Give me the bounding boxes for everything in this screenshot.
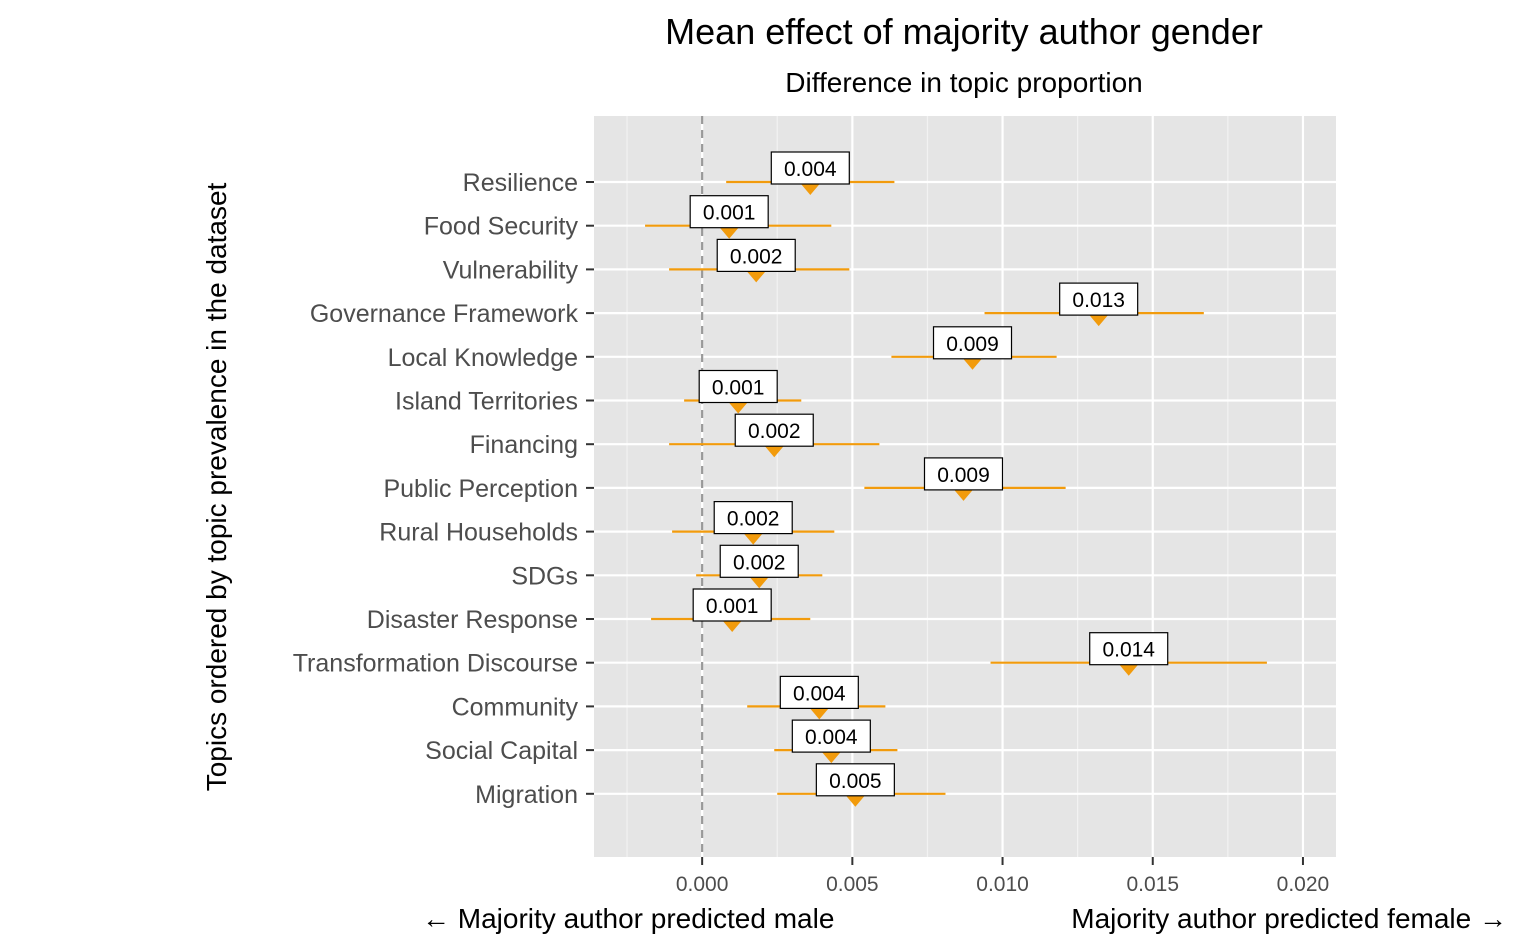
chart-title: Mean effect of majority author gender <box>665 11 1263 52</box>
y-tick-label: Community <box>452 693 579 721</box>
x-tick-label: 0.020 <box>1277 873 1330 896</box>
data-label-box <box>923 457 1004 491</box>
estimate-group: 0.002 <box>696 544 823 589</box>
data-label-box <box>1059 282 1139 316</box>
data-label-box <box>689 195 769 229</box>
estimate-marker <box>721 619 744 632</box>
estimate-marker <box>742 531 765 545</box>
y-tick-label: Public Perception <box>383 475 578 503</box>
data-label: 0.001 <box>706 595 759 618</box>
estimate-marker <box>1087 313 1110 327</box>
estimate-group: 0.001 <box>684 369 802 414</box>
data-label: 0.009 <box>946 333 999 356</box>
y-tick-label: SDGs <box>511 562 578 590</box>
y-axis-title: Topics ordered by topic prevalence in th… <box>201 182 232 791</box>
estimate-group: 0.001 <box>651 588 811 632</box>
y-tick-label: Transformation Discourse <box>293 650 578 678</box>
estimate-marker <box>820 750 843 764</box>
data-label: 0.005 <box>829 770 882 793</box>
data-label-box <box>734 413 814 447</box>
estimate-marker <box>799 182 822 195</box>
data-label: 0.001 <box>712 377 765 400</box>
estimate-group: 0.004 <box>774 719 898 764</box>
axes: Resilience Food Security Vulnerability Gove… <box>293 169 1330 896</box>
data-label-box <box>815 763 895 797</box>
x-tick-label: 0.010 <box>976 873 1029 896</box>
data-label: 0.004 <box>793 682 846 705</box>
estimate-group: 0.002 <box>672 501 835 545</box>
estimate-group: 0.009 <box>864 457 1066 501</box>
data-label: 0.014 <box>1102 639 1155 662</box>
estimate-marker <box>745 269 768 283</box>
x-axis-title-right: Majority author predicted female → <box>1071 903 1507 934</box>
y-tick-label: Vulnerability <box>443 256 579 284</box>
data-label: 0.004 <box>805 726 858 749</box>
estimate-group: 0.013 <box>984 282 1204 327</box>
y-tick-label: Rural Households <box>379 519 578 547</box>
data-label: 0.001 <box>703 202 756 225</box>
y-tick-label: Island Territories <box>395 388 578 416</box>
estimate-group: 0.001 <box>645 195 832 239</box>
data-label: 0.009 <box>937 464 990 487</box>
data-label-box <box>932 326 1013 360</box>
estimate-group: 0.002 <box>669 238 850 283</box>
data-label: 0.013 <box>1072 289 1125 312</box>
data-label-box <box>779 675 859 710</box>
data-label-box <box>698 369 778 404</box>
data-label: 0.002 <box>727 508 780 531</box>
y-tick-label: Financing <box>470 431 578 459</box>
data-label-box <box>692 588 772 622</box>
estimate-marker <box>808 706 831 720</box>
estimate-group: 0.004 <box>747 675 886 720</box>
x-tick-label: 0.015 <box>1126 873 1179 896</box>
estimate-marker <box>748 575 771 589</box>
data-label-box <box>719 544 799 578</box>
y-tick-label: Disaster Response <box>367 606 578 634</box>
estimate-marker <box>763 444 786 458</box>
y-tick-label: Social Capital <box>425 737 578 765</box>
estimate-group: 0.009 <box>891 326 1057 370</box>
data-label: 0.002 <box>748 420 801 443</box>
estimate-marker <box>844 793 867 807</box>
estimate-marker <box>952 487 975 501</box>
estimate-group: 0.002 <box>669 413 880 458</box>
y-tick-label: Resilience <box>463 169 578 197</box>
data-label-box <box>716 238 796 272</box>
y-tick-label: Governance Framework <box>310 300 579 328</box>
data-label: 0.002 <box>733 551 786 574</box>
x-tick-label: 0.005 <box>826 873 879 896</box>
estimate-marker <box>961 356 984 370</box>
data-label-box <box>713 501 793 535</box>
data-label-box <box>1089 632 1169 666</box>
x-tick-label: 0.000 <box>676 873 729 896</box>
estimates-series: 0.004 0.001 0.002 0.013 0.009 0.001 0.002 0.009… <box>645 151 1267 807</box>
data-label: 0.002 <box>730 245 783 268</box>
data-label: 0.004 <box>784 158 837 181</box>
chart-subtitle: Difference in topic proportion <box>785 67 1142 98</box>
data-label-box <box>770 151 850 185</box>
estimate-marker <box>727 400 750 414</box>
estimate-marker <box>1117 662 1140 676</box>
y-tick-label: Local Knowledge <box>388 344 578 372</box>
y-tick-label: Migration <box>475 781 578 809</box>
estimate-group: 0.004 <box>726 151 895 195</box>
x-axis-title-left: ← Majority author predicted male <box>422 903 834 934</box>
estimate-group: 0.014 <box>990 632 1267 676</box>
data-label-box <box>791 719 871 753</box>
y-tick-label: Food Security <box>424 213 579 241</box>
estimate-group: 0.005 <box>777 763 946 807</box>
estimate-marker <box>718 225 741 239</box>
